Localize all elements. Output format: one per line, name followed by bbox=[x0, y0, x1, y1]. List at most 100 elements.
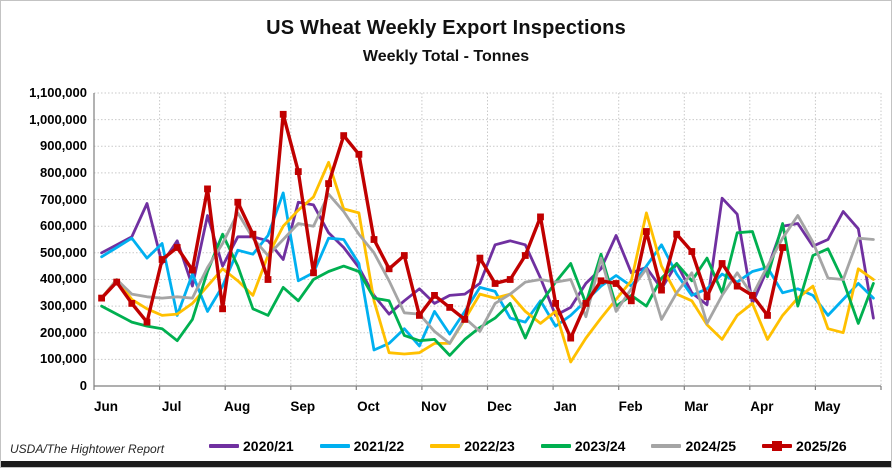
series-marker bbox=[189, 266, 196, 274]
x-axis-label-oct: Oct bbox=[357, 399, 380, 414]
x-axis-label-may: May bbox=[814, 399, 841, 414]
x-axis-label-dec: Dec bbox=[487, 399, 512, 414]
x-axis-label-apr: Apr bbox=[750, 399, 774, 414]
legend-swatch bbox=[540, 444, 571, 448]
series-marker bbox=[446, 304, 454, 311]
y-axis-label: 900,000 bbox=[40, 138, 87, 154]
series-marker bbox=[385, 265, 393, 273]
series-marker bbox=[673, 230, 681, 238]
series-marker bbox=[764, 312, 771, 319]
series-marker bbox=[597, 277, 605, 285]
legend-swatch bbox=[319, 444, 350, 448]
legend-label: 2021/22 bbox=[353, 438, 405, 454]
x-axis-label-jun: Jun bbox=[93, 399, 118, 414]
y-axis-label: 1,000,000 bbox=[29, 111, 87, 127]
legend: 2020/21 2021/22 2022/23 2023/24 2024/25 2025/… bbox=[209, 438, 847, 454]
legend-label: 2025/26 bbox=[796, 438, 847, 454]
legend-item-2025-26: 2025/26 bbox=[762, 438, 847, 454]
series-marker bbox=[461, 316, 469, 323]
y-axis-label: 400,000 bbox=[40, 271, 87, 287]
legend-item-2020-21: 2020/21 bbox=[209, 438, 294, 454]
series-marker bbox=[431, 292, 438, 299]
series-marker bbox=[310, 269, 317, 277]
series-marker bbox=[612, 280, 620, 287]
series-marker bbox=[416, 312, 423, 319]
series-marker bbox=[294, 168, 302, 175]
series-marker bbox=[779, 244, 786, 251]
series-marker bbox=[733, 282, 741, 290]
y-axis-label: 0 bbox=[79, 378, 87, 393]
x-axis-label-feb: Feb bbox=[618, 399, 643, 414]
series-marker bbox=[400, 252, 408, 259]
y-axis-label: 800,000 bbox=[40, 164, 87, 180]
y-axis-label: 1,100,000 bbox=[29, 85, 87, 100]
x-axis-label-jul: Jul bbox=[161, 399, 182, 414]
series-marker bbox=[264, 276, 272, 283]
series-marker bbox=[658, 286, 665, 294]
series-marker bbox=[627, 297, 635, 305]
x-axis-label-nov: Nov bbox=[421, 399, 447, 414]
x-axis-label-mar: Mar bbox=[684, 399, 709, 414]
x-axis-label-sep: Sep bbox=[290, 399, 316, 414]
series-marker bbox=[113, 278, 121, 286]
legend-label: 2023/24 bbox=[574, 438, 626, 454]
x-axis-label-jan: Jan bbox=[553, 399, 577, 414]
series-marker bbox=[219, 305, 226, 313]
series-marker bbox=[567, 334, 575, 342]
y-axis-label: 100,000 bbox=[40, 351, 87, 367]
series-marker bbox=[643, 228, 650, 235]
chart-subtitle: Weekly Total - Tonnes bbox=[362, 48, 530, 65]
x-axis-label-aug: Aug bbox=[224, 399, 251, 414]
bottom-bar bbox=[1, 461, 891, 467]
series-marker bbox=[491, 280, 499, 287]
series-marker bbox=[173, 244, 181, 251]
legend-swatch bbox=[430, 444, 461, 448]
series-marker bbox=[476, 254, 484, 262]
legend-item-2022-23: 2022/23 bbox=[430, 438, 515, 454]
series-marker bbox=[128, 300, 136, 307]
y-axis-label: 700,000 bbox=[40, 191, 87, 207]
series-marker bbox=[249, 230, 257, 238]
legend-swatch bbox=[762, 441, 793, 451]
series-marker bbox=[98, 294, 105, 302]
legend-square-marker bbox=[772, 441, 783, 451]
legend-swatch bbox=[651, 444, 682, 448]
series-line-2024-25 bbox=[100, 192, 875, 345]
y-axis-label: 500,000 bbox=[40, 244, 87, 260]
series-marker bbox=[749, 292, 756, 299]
series-marker bbox=[521, 252, 529, 259]
y-axis-label: 300,000 bbox=[40, 298, 87, 314]
series-marker bbox=[143, 318, 151, 326]
series-marker bbox=[688, 248, 696, 255]
series-line-2022-23 bbox=[100, 160, 875, 364]
series-marker bbox=[537, 213, 544, 221]
series-marker bbox=[718, 260, 726, 267]
legend-label: 2022/23 bbox=[464, 438, 515, 454]
chart-title: US Wheat Weekly Export Inspections bbox=[266, 17, 626, 39]
series-marker bbox=[204, 185, 211, 193]
series-marker bbox=[340, 132, 348, 139]
series-marker bbox=[279, 110, 287, 118]
series-marker bbox=[355, 150, 363, 158]
series-marker bbox=[506, 276, 514, 283]
legend-swatch bbox=[209, 444, 239, 448]
y-axis-label: 600,000 bbox=[40, 218, 87, 234]
source-credit: USDA/The Hightower Report bbox=[10, 442, 165, 456]
series-line-2021-22 bbox=[100, 191, 875, 352]
legend-label: 2020/21 bbox=[243, 438, 294, 454]
series-marker bbox=[325, 180, 332, 187]
legend-item-2021-22: 2021/22 bbox=[319, 438, 405, 454]
y-axis-label: 200,000 bbox=[40, 324, 87, 340]
series-marker bbox=[703, 293, 711, 301]
series-marker bbox=[370, 236, 378, 243]
series-marker bbox=[552, 300, 559, 307]
legend-item-2023-24: 2023/24 bbox=[540, 438, 626, 454]
series-line-2025-26 bbox=[99, 112, 785, 340]
series-marker bbox=[158, 256, 166, 263]
legend-item-2024-25: 2024/25 bbox=[651, 438, 736, 454]
legend-label: 2024/25 bbox=[685, 438, 737, 454]
series-marker bbox=[582, 300, 590, 307]
series-marker bbox=[234, 198, 242, 206]
